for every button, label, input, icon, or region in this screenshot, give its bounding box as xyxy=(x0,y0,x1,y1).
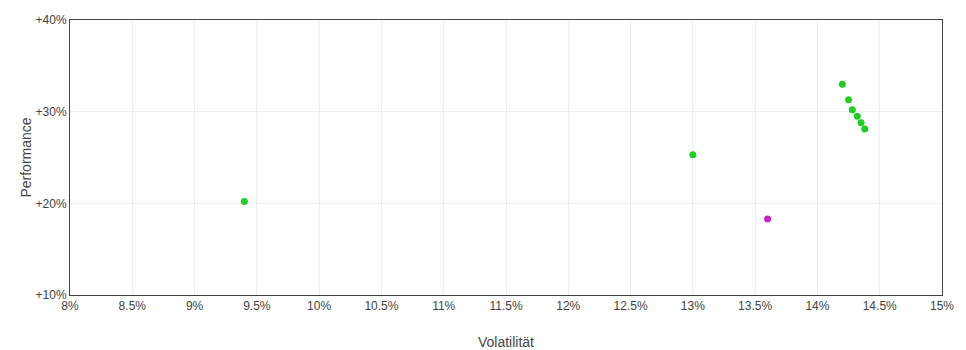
svg-text:8.5%: 8.5% xyxy=(119,299,147,313)
svg-text:10.5%: 10.5% xyxy=(364,299,398,313)
svg-text:9%: 9% xyxy=(186,299,204,313)
svg-text:14%: 14% xyxy=(805,299,829,313)
svg-text:8%: 8% xyxy=(61,299,79,313)
svg-text:9.5%: 9.5% xyxy=(243,299,271,313)
svg-text:+10%: +10% xyxy=(36,288,67,302)
svg-text:13%: 13% xyxy=(681,299,705,313)
svg-text:14.5%: 14.5% xyxy=(863,299,897,313)
svg-text:15%: 15% xyxy=(930,299,954,313)
svg-text:10%: 10% xyxy=(307,299,331,313)
svg-text:13.5%: 13.5% xyxy=(738,299,772,313)
svg-text:11.5%: 11.5% xyxy=(489,299,522,313)
svg-text:Performance: Performance xyxy=(18,117,34,197)
svg-text:+20%: +20% xyxy=(36,197,67,211)
svg-text:Volatilität: Volatilität xyxy=(478,334,534,350)
svg-text:+40%: +40% xyxy=(36,13,67,27)
svg-text:+30%: +30% xyxy=(36,105,67,119)
svg-text:12.5%: 12.5% xyxy=(614,299,648,313)
svg-text:12%: 12% xyxy=(556,299,580,313)
svg-text:11%: 11% xyxy=(432,299,455,313)
